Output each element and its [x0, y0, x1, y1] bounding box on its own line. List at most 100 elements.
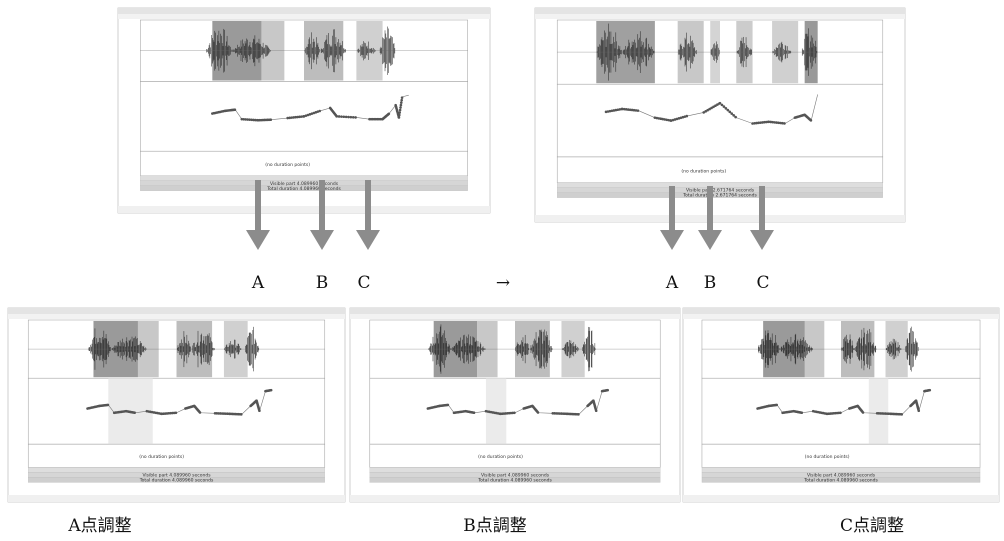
button-bar — [683, 495, 999, 502]
time-bar — [557, 183, 883, 188]
button-bar — [535, 215, 905, 222]
pitch-point — [800, 411, 803, 414]
total-duration: Total duration 4.089960 seconds — [266, 186, 341, 192]
total-duration: Total duration 2.671764 seconds — [682, 193, 757, 199]
duration-text: (no duration points) — [805, 454, 850, 460]
pitch-point — [728, 111, 731, 114]
pitch-point — [400, 99, 403, 102]
page: {"screenshots":[ {"duration_tier":"(no d… — [0, 0, 1004, 541]
pitch-point — [133, 411, 136, 414]
pitch-point — [199, 411, 202, 414]
pitch-point — [606, 389, 609, 392]
menu-bar — [350, 314, 680, 319]
pitch-point — [725, 107, 728, 110]
arrow-label: C — [357, 273, 370, 293]
title-bar — [118, 8, 490, 14]
title-bar — [350, 308, 680, 314]
pitch-point — [900, 413, 903, 416]
time-bar — [370, 467, 660, 472]
duration-text: (no duration points) — [265, 162, 310, 168]
pitch-point — [862, 411, 865, 414]
pitch-point — [398, 116, 401, 119]
pitch-point — [513, 412, 516, 415]
pitch-point — [343, 115, 346, 118]
total-duration: Total duration 4.089960 seconds — [139, 477, 214, 483]
pitch-point — [595, 409, 598, 412]
pitch-panel — [28, 378, 325, 444]
pitch-point — [685, 115, 688, 118]
pitch-point — [335, 115, 338, 118]
arrow-label: B — [704, 273, 717, 293]
praat-window: (no duration points)Visible part 2.67176… — [535, 8, 905, 222]
pitch-point — [917, 409, 920, 412]
pitch-point — [537, 411, 540, 414]
pitch-point — [577, 413, 580, 416]
duration-text: (no duration points) — [478, 454, 523, 460]
pitch-point — [350, 116, 353, 119]
pitch-point — [727, 109, 730, 112]
title-bar — [683, 308, 999, 314]
button-bar — [8, 495, 345, 502]
pitch-point — [107, 404, 110, 407]
pitch-point — [338, 115, 341, 118]
figure: (no duration points)Visible part 4.08996… — [0, 0, 1004, 541]
pitch-point — [783, 122, 786, 125]
pitch-point — [732, 114, 735, 117]
praat-window: (no duration points)Visible part 4.08996… — [350, 308, 680, 502]
total-duration: Total duration 4.089960 seconds — [477, 477, 552, 483]
pitch-point — [447, 404, 450, 407]
menu-bar — [8, 314, 345, 319]
pitch-point — [400, 101, 403, 104]
pitch-point — [234, 108, 237, 111]
pitch-point — [810, 119, 813, 122]
pitch-point — [730, 112, 733, 115]
pitch-point — [175, 412, 178, 415]
caption: B点調整 — [463, 516, 527, 536]
pitch-point — [240, 413, 243, 416]
caption: A点調整 — [67, 516, 131, 536]
selection — [869, 378, 888, 444]
arrow-label: A — [251, 273, 265, 293]
caption: C点調整 — [840, 516, 904, 536]
praat-window: (no duration points)Visible part 4.08996… — [118, 8, 490, 213]
button-bar — [350, 495, 680, 502]
arrow-label: B — [316, 273, 329, 293]
time-bar — [28, 467, 325, 472]
pitch-point — [347, 116, 350, 119]
pitch-point — [839, 412, 842, 415]
pitch-point — [269, 118, 272, 121]
pitch-panel — [557, 84, 883, 157]
praat-window: (no duration points)Visible part 4.08996… — [683, 308, 999, 502]
pitch-point — [400, 104, 403, 107]
title-bar — [8, 308, 345, 314]
pitch-point — [721, 104, 724, 107]
duration-text: (no duration points) — [681, 168, 726, 174]
arrow-label: C — [756, 273, 769, 293]
pitch-point — [719, 102, 722, 105]
pitch-point — [270, 389, 273, 392]
pitch-point — [723, 105, 726, 108]
pitch-point — [734, 116, 737, 119]
pitch-point — [318, 110, 321, 113]
pitch-point — [345, 116, 348, 119]
title-bar — [535, 8, 905, 14]
time-bar — [140, 176, 467, 181]
menu-bar — [683, 314, 999, 319]
pitch-point — [340, 115, 343, 118]
pitch-point — [258, 409, 261, 412]
pitch-point — [399, 106, 402, 109]
praat-window: (no duration points)Visible part 4.08996… — [8, 308, 345, 502]
duration-text: (no duration points) — [139, 454, 184, 460]
pitch-point — [354, 116, 357, 119]
button-bar — [118, 206, 490, 213]
pitch-point — [473, 411, 476, 414]
arrow-label: A — [665, 273, 679, 293]
transition-arrow: → — [496, 273, 510, 293]
pitch-point — [398, 114, 401, 117]
pitch-panel — [702, 378, 980, 444]
pitch-panel — [370, 378, 660, 444]
pitch-point — [637, 109, 640, 112]
pitch-point — [928, 389, 931, 392]
pitch-point — [775, 404, 778, 407]
pitch-point — [352, 116, 355, 119]
